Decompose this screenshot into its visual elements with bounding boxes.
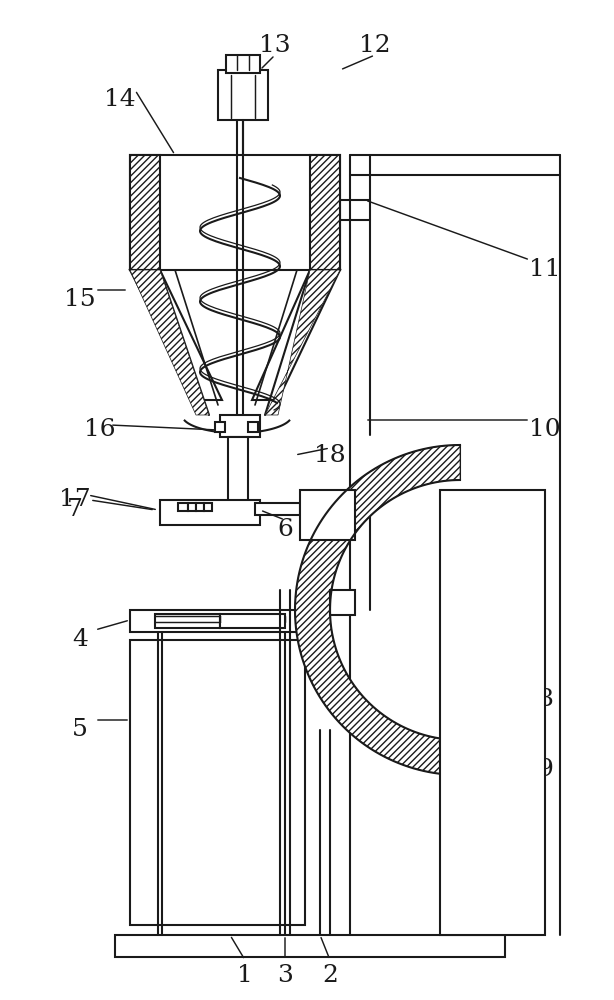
Text: 16: 16 (84, 418, 116, 442)
Text: 10: 10 (529, 418, 561, 442)
Polygon shape (130, 270, 209, 415)
Bar (226, 55, 260, 73)
Bar (248, 422, 258, 432)
Polygon shape (265, 270, 340, 415)
Bar (155, 614, 220, 628)
Bar (204, 503, 212, 511)
Bar (440, 490, 545, 935)
Text: 13: 13 (259, 33, 291, 56)
Bar (178, 503, 188, 511)
Text: 14: 14 (104, 89, 136, 111)
Bar (220, 614, 285, 628)
Text: 12: 12 (359, 33, 391, 56)
Bar (196, 503, 204, 511)
Polygon shape (295, 445, 460, 775)
Bar (188, 503, 196, 511)
Polygon shape (130, 155, 160, 270)
Bar (330, 590, 355, 615)
Bar (228, 437, 248, 512)
Bar (160, 500, 260, 525)
Text: 5: 5 (72, 718, 88, 742)
Text: 1: 1 (237, 964, 253, 986)
Bar (115, 935, 505, 957)
Text: 8: 8 (537, 688, 553, 712)
Bar (130, 640, 305, 925)
Bar (255, 503, 300, 515)
Text: 18: 18 (314, 444, 346, 466)
Polygon shape (252, 270, 340, 400)
Text: 9: 9 (537, 758, 553, 782)
Text: 17: 17 (59, 488, 91, 512)
Text: 2: 2 (322, 964, 338, 986)
Polygon shape (130, 270, 222, 400)
Polygon shape (310, 155, 340, 270)
Bar (218, 70, 268, 120)
Text: 7: 7 (67, 498, 83, 522)
Bar (215, 422, 225, 432)
Text: 6: 6 (277, 518, 293, 542)
Bar (220, 415, 260, 437)
Bar (130, 610, 330, 632)
Text: 3: 3 (277, 964, 293, 986)
Bar (130, 155, 340, 270)
Bar (300, 490, 355, 540)
Text: 15: 15 (64, 288, 96, 312)
Text: 11: 11 (529, 258, 561, 282)
Text: 4: 4 (72, 629, 88, 652)
